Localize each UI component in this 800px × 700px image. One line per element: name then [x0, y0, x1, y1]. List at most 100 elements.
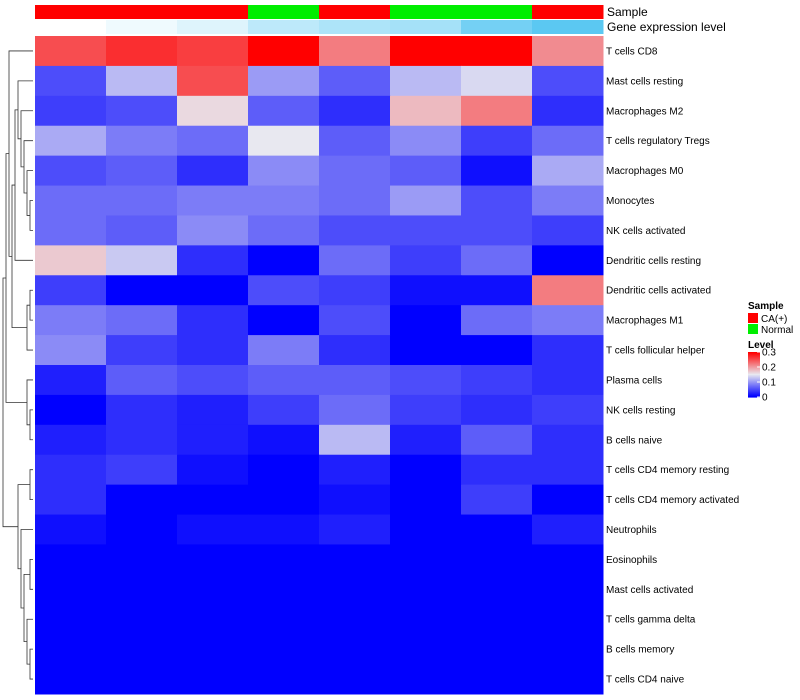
level-legend-gradient-step — [748, 371, 760, 373]
heatmap-cell — [248, 454, 320, 486]
heatmap-cell — [532, 484, 604, 516]
heatmap-cell — [319, 335, 391, 366]
expression-annotation-label: Gene expression level — [607, 20, 726, 34]
heatmap-cell — [177, 365, 249, 396]
heatmap-cell — [461, 95, 533, 127]
row-label: T cells CD4 memory activated — [606, 495, 739, 506]
heatmap-cell — [390, 424, 462, 456]
dendrogram-branch — [20, 529, 33, 609]
level-legend-gradient-step — [748, 382, 760, 384]
sample-annotation-cell — [35, 5, 107, 19]
level-legend-gradient-step — [748, 380, 760, 382]
heatmap-cell — [319, 215, 391, 246]
expression-annotation-cell — [248, 20, 320, 34]
heatmap-cell — [390, 305, 462, 336]
heatmap-cell — [390, 155, 462, 187]
heatmap-cell — [177, 634, 249, 665]
heatmap-cell — [177, 275, 249, 306]
heatmap-cell — [106, 65, 178, 97]
dendrogram-branch — [11, 184, 27, 329]
heatmap-cell — [35, 36, 107, 67]
heatmap-cell — [177, 664, 249, 695]
heatmap-cell — [106, 514, 178, 545]
sample-annotation-cell — [248, 5, 320, 19]
heatmap-cell — [461, 215, 533, 246]
heatmap-cell — [319, 365, 391, 396]
heatmap-cell — [35, 245, 107, 276]
expression-annotation-cell — [177, 20, 249, 34]
level-legend-gradient-step — [748, 354, 760, 356]
level-legend-tick-label: 0 — [762, 393, 768, 404]
heatmap-cell — [35, 95, 107, 127]
heatmap-cell — [106, 604, 178, 635]
level-legend-gradient-step — [748, 379, 760, 381]
heatmap-cell — [390, 95, 462, 127]
level-legend-gradient-step — [748, 388, 760, 390]
level-legend-gradient-step — [748, 389, 760, 391]
heatmap-cell — [177, 604, 249, 635]
heatmap-cell — [319, 514, 391, 545]
heatmap-cell — [35, 365, 107, 396]
level-legend-gradient-step — [748, 393, 760, 395]
dendrogram-branch — [20, 110, 33, 168]
heatmap-cell — [319, 484, 391, 516]
heatmap-cell — [532, 245, 604, 276]
heatmap-cell — [461, 574, 533, 605]
level-legend-gradient-step — [748, 391, 760, 393]
row-label: T cells CD8 — [606, 46, 658, 57]
level-legend-gradient-step — [748, 377, 760, 379]
heatmap-cell — [106, 215, 178, 246]
heatmap-cell — [532, 125, 604, 157]
sample-annotation-cell — [461, 5, 533, 19]
heatmap-cell — [532, 604, 604, 635]
row-label: B cells memory — [606, 645, 674, 656]
dendrogram-branch — [17, 484, 30, 570]
sample-legend-swatch — [748, 324, 758, 334]
level-legend-gradient-step — [748, 361, 760, 363]
heatmap-cell — [390, 484, 462, 516]
heatmap-cell — [461, 305, 533, 336]
heatmap-cell — [532, 634, 604, 665]
heatmap-cell — [390, 275, 462, 306]
level-legend-gradient-step — [748, 385, 760, 387]
dendrogram-branch — [2, 277, 18, 528]
heatmap-cell — [106, 36, 178, 67]
heatmap-cell — [106, 155, 178, 187]
dendrogram-branch — [29, 200, 33, 231]
heatmap-cell — [319, 574, 391, 605]
heatmap-cell — [35, 424, 107, 456]
heatmap-cell — [177, 65, 249, 97]
heatmap-cell — [390, 65, 462, 97]
heatmap-cell — [35, 604, 107, 635]
level-legend-gradient-step — [748, 367, 760, 369]
row-label: Macrophages M0 — [606, 166, 684, 177]
heatmap-cell — [532, 664, 604, 695]
heatmap-cell — [248, 305, 320, 336]
heatmap-cell — [106, 664, 178, 695]
heatmap-cell — [319, 65, 391, 97]
sample-annotation-cell — [177, 5, 249, 19]
heatmap-cell — [177, 424, 249, 456]
heatmap-cell — [35, 514, 107, 545]
dendrogram-branch — [29, 469, 33, 500]
heatmap-cell — [248, 335, 320, 366]
heatmap-cell — [248, 275, 320, 306]
heatmap-cell — [319, 454, 391, 486]
heatmap-cell — [461, 155, 533, 187]
expression-annotation-cell — [532, 20, 604, 34]
heatmap-cell — [177, 514, 249, 545]
heatmap-cell — [248, 125, 320, 157]
heatmap-cell — [532, 544, 604, 575]
heatmap-cell — [177, 125, 249, 157]
heatmap-cell — [461, 275, 533, 306]
heatmap-cell — [248, 664, 320, 695]
dendrogram-branch — [17, 80, 33, 140]
heatmap-cell — [532, 65, 604, 97]
heatmap-cell — [248, 185, 320, 216]
heatmap-cell — [461, 335, 533, 366]
heatmap-cell — [461, 634, 533, 665]
heatmap-cell — [390, 394, 462, 426]
heatmap-cell — [532, 424, 604, 456]
sample-annotation-cell — [319, 5, 391, 19]
row-label: T cells CD4 naive — [606, 675, 685, 686]
